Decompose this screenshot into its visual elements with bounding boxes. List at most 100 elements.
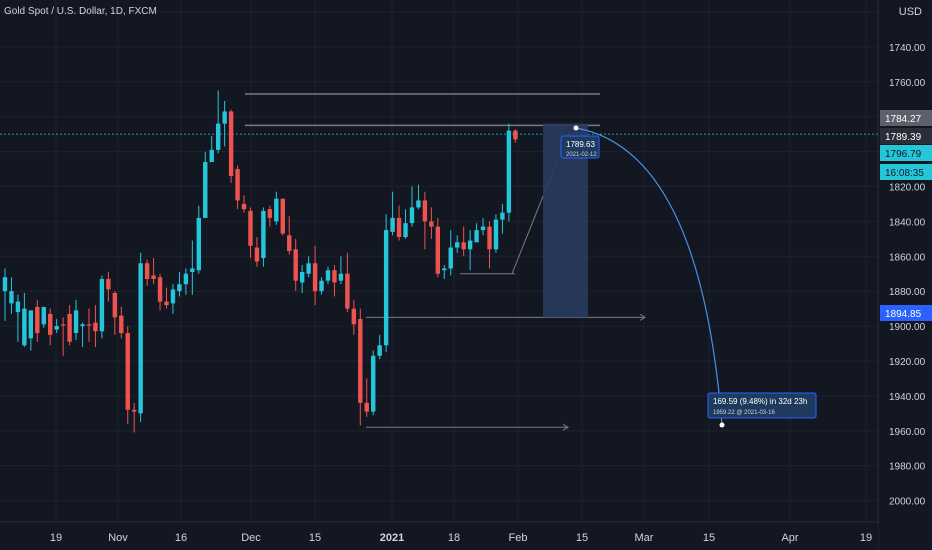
candle [506, 123, 512, 222]
candle-body [377, 345, 382, 356]
candle [215, 90, 221, 154]
candle-body [513, 130, 518, 140]
price-label[interactable]: 1784.27 [880, 110, 932, 126]
time-tick-label: Nov [108, 532, 128, 544]
candle [351, 299, 357, 335]
price-label-bg [880, 128, 932, 144]
time-tick-label: 2021 [380, 532, 404, 544]
candle [442, 265, 447, 279]
candle-body [319, 280, 324, 292]
projection-end-point[interactable] [719, 422, 725, 428]
candle-body [15, 301, 21, 313]
candle [319, 277, 324, 295]
time-tick-label: 15 [703, 532, 715, 544]
candle [422, 191, 428, 250]
start-label-value: 1789.63 [566, 140, 595, 149]
price-label[interactable]: 1894.85 [880, 305, 932, 321]
candle-body [235, 169, 240, 201]
candle-body [119, 315, 124, 334]
candle [177, 271, 182, 297]
price-label-text: 16:08:35 [885, 168, 924, 179]
candle-body [351, 308, 357, 325]
time-axis[interactable]: 19 Nov 16 Dec 15 2021 18 Feb 15 Mar 15 Apr 19 [0, 521, 878, 550]
candle [487, 221, 492, 269]
price-tick-label: 2000.00 [889, 497, 926, 508]
candle-body [28, 310, 34, 339]
candle [435, 217, 441, 278]
projection-drawing[interactable]: 1789.63 2021-02-12 169.59 (9.48%) in 32d 2… [543, 123, 817, 428]
time-tick-label: Dec [241, 532, 261, 544]
symbol-title[interactable]: Gold Spot / U.S. Dollar, 1D, FXCM [4, 6, 157, 17]
candle-body [241, 203, 247, 210]
price-label-bg [880, 110, 932, 126]
price-tick-label: 1980.00 [889, 462, 926, 473]
candle [293, 238, 298, 292]
candle [138, 252, 143, 423]
candle [93, 305, 98, 348]
candle-body [93, 322, 98, 332]
candle [390, 191, 395, 236]
candle [235, 165, 240, 210]
price-axis[interactable]: 1740.001760.001780.001800.001820.001840.… [877, 0, 932, 550]
price-axis-bg [878, 0, 932, 550]
candle-body [228, 111, 234, 177]
candle [86, 308, 92, 342]
candle-body [86, 324, 92, 326]
candle-body [487, 226, 492, 250]
candle-body [209, 149, 214, 163]
candle-body [390, 217, 395, 232]
candle-body [306, 263, 311, 274]
price-label[interactable]: 16:08:35 [880, 164, 932, 180]
candle [513, 128, 518, 143]
candle-body [474, 230, 479, 243]
candle [416, 184, 421, 210]
candle [403, 209, 408, 239]
price-label[interactable]: 1789.39 [880, 128, 932, 144]
candle-body [448, 247, 453, 269]
candle-body [338, 273, 344, 281]
candle-body [345, 273, 350, 309]
candle-body [254, 247, 260, 262]
candle [467, 230, 473, 271]
candle [35, 299, 40, 342]
candle-body [190, 268, 195, 272]
candle [306, 256, 311, 278]
candle [228, 109, 234, 183]
projection-start-point[interactable] [573, 125, 579, 131]
price-tick-label: 1940.00 [889, 392, 926, 403]
candle [241, 195, 247, 213]
candle [125, 326, 130, 424]
time-tick-label: 19 [50, 532, 62, 544]
end-label-target: 1959.22 @ 2021-03-16 [713, 410, 775, 416]
candle [261, 207, 266, 267]
drawing-overlays[interactable] [0, 93, 878, 431]
candle-body [196, 217, 201, 271]
ray-arrow-icon [639, 313, 646, 321]
candle-body [183, 273, 189, 285]
price-tick-label: 1960.00 [889, 427, 926, 438]
candle [196, 205, 201, 274]
candle-body [480, 226, 486, 231]
price-tick-label: 1820.00 [889, 182, 926, 193]
price-tick-label: 1740.00 [889, 43, 926, 54]
time-tick-label: Apr [781, 532, 798, 544]
candle-body [215, 123, 221, 150]
candle [106, 271, 111, 302]
candle [144, 259, 150, 286]
candle [371, 350, 376, 416]
candle-body [293, 249, 298, 281]
candle [2, 268, 8, 321]
candle [80, 322, 85, 348]
price-label[interactable]: 1796.79 [880, 145, 932, 161]
candle [474, 223, 479, 243]
projection-curve[interactable] [575, 127, 723, 426]
candle-body [383, 230, 389, 346]
candle [455, 235, 460, 253]
candle-body [371, 355, 376, 412]
candle [54, 319, 59, 334]
ray-arrow-icon [562, 423, 569, 431]
price-label-text: 1789.39 [885, 132, 922, 143]
start-label-bg [560, 135, 600, 159]
